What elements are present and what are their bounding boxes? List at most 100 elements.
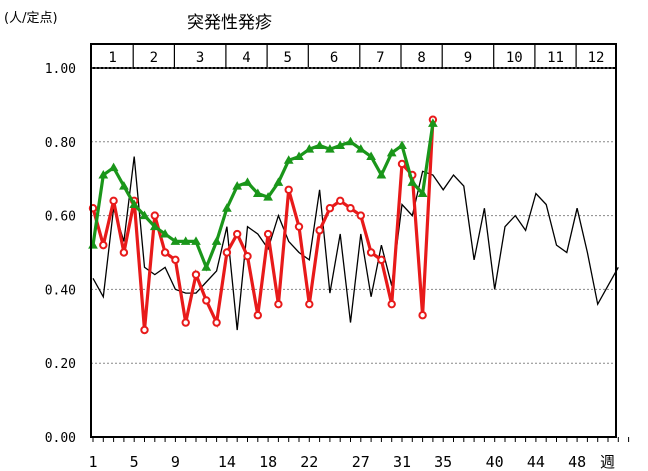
data-point xyxy=(140,325,149,335)
data-point xyxy=(243,251,252,261)
y-tick-label: 0.80 xyxy=(45,136,76,151)
data-point xyxy=(191,236,201,245)
data-point xyxy=(99,240,108,250)
data-point xyxy=(170,236,181,245)
data-point xyxy=(336,196,345,206)
data-point xyxy=(387,299,396,309)
x-tick-label: 27 xyxy=(352,453,370,471)
grid xyxy=(91,67,616,364)
series-2 xyxy=(88,118,438,272)
x-unit-label: 週 xyxy=(600,453,615,471)
x-tick-label: 22 xyxy=(300,453,318,471)
y-tick-label: 0.40 xyxy=(45,283,76,298)
month-label: 8 xyxy=(417,50,425,66)
data-point xyxy=(325,204,335,213)
data-point xyxy=(222,248,232,257)
month-label: 5 xyxy=(283,50,291,66)
data-point xyxy=(397,159,407,169)
month-header: 1 2 3 4 5 6 7 8 9 10 11 12 xyxy=(91,44,616,69)
x-tick-label: 31 xyxy=(393,453,411,471)
data-point xyxy=(345,136,356,146)
data-point xyxy=(417,188,428,197)
data-point xyxy=(355,144,366,153)
data-point xyxy=(180,236,191,245)
x-tick-label: 9 xyxy=(171,453,180,471)
data-point xyxy=(139,210,150,220)
series-1 xyxy=(88,115,438,335)
data-point xyxy=(181,318,190,327)
data-point xyxy=(366,151,376,161)
data-point xyxy=(98,170,109,179)
month-label: 9 xyxy=(464,50,472,66)
data-point xyxy=(263,192,273,201)
month-label: 7 xyxy=(376,50,384,66)
data-point xyxy=(356,211,365,220)
data-point xyxy=(232,181,243,190)
y-tick-label: 0.00 xyxy=(45,431,76,446)
month-label: 1 xyxy=(108,50,116,66)
series-line xyxy=(91,119,435,331)
data-point xyxy=(108,162,119,172)
month-label: 6 xyxy=(330,50,338,66)
y-tick-label: 1.00 xyxy=(45,62,76,77)
data-point xyxy=(283,155,294,164)
x-tick-label: 18 xyxy=(259,453,277,471)
data-point xyxy=(160,248,170,257)
data-point xyxy=(263,229,273,239)
data-point xyxy=(242,177,253,186)
data-point xyxy=(376,170,387,179)
month-label: 10 xyxy=(506,50,523,66)
data-point xyxy=(212,318,221,327)
data-point xyxy=(428,118,438,127)
y-unit-label: (人/定点) xyxy=(4,11,58,26)
data-point xyxy=(274,299,283,309)
data-point xyxy=(377,255,386,265)
data-point xyxy=(294,151,304,161)
data-point xyxy=(418,311,427,320)
month-label: 3 xyxy=(196,50,204,66)
y-tick-label: 0.60 xyxy=(45,210,76,225)
data-point xyxy=(305,299,314,309)
data-point xyxy=(149,221,160,231)
data-point xyxy=(315,226,324,235)
data-point xyxy=(202,296,211,305)
data-point xyxy=(304,144,315,153)
data-point xyxy=(325,144,335,153)
month-label: 12 xyxy=(588,50,605,66)
data-point xyxy=(407,177,418,186)
x-tick-label: 5 xyxy=(130,453,139,471)
data-point xyxy=(119,181,129,190)
data-point xyxy=(386,147,397,157)
data-point xyxy=(222,203,232,212)
data-point xyxy=(346,204,355,213)
data-point xyxy=(191,270,201,279)
chart-title: 突発性発疹 xyxy=(187,13,272,33)
month-label: 11 xyxy=(547,50,564,66)
data-point xyxy=(171,255,180,265)
data-point xyxy=(119,248,129,257)
x-tick-label: 48 xyxy=(568,453,586,471)
data-point xyxy=(160,229,170,238)
data-point xyxy=(252,188,263,197)
x-tick-label: 44 xyxy=(527,453,545,471)
data-point xyxy=(366,248,376,257)
data-point xyxy=(201,262,212,271)
data-point xyxy=(284,185,293,194)
data-point xyxy=(253,311,262,320)
y-tick-label: 0.20 xyxy=(45,357,76,372)
x-tick-label: 14 xyxy=(218,453,236,471)
data-point xyxy=(273,177,284,186)
x-tick-label: 40 xyxy=(486,453,504,471)
month-label: 4 xyxy=(242,50,250,66)
data-point xyxy=(233,229,242,239)
data-point xyxy=(150,211,160,220)
series-line xyxy=(91,123,435,272)
x-tick-label: 1 xyxy=(88,453,97,471)
series-layer xyxy=(88,115,619,335)
data-point xyxy=(335,140,346,149)
data-point xyxy=(294,222,304,231)
month-label: 2 xyxy=(150,50,158,66)
plot-frame xyxy=(90,43,617,438)
x-tick-label: 35 xyxy=(434,453,452,471)
